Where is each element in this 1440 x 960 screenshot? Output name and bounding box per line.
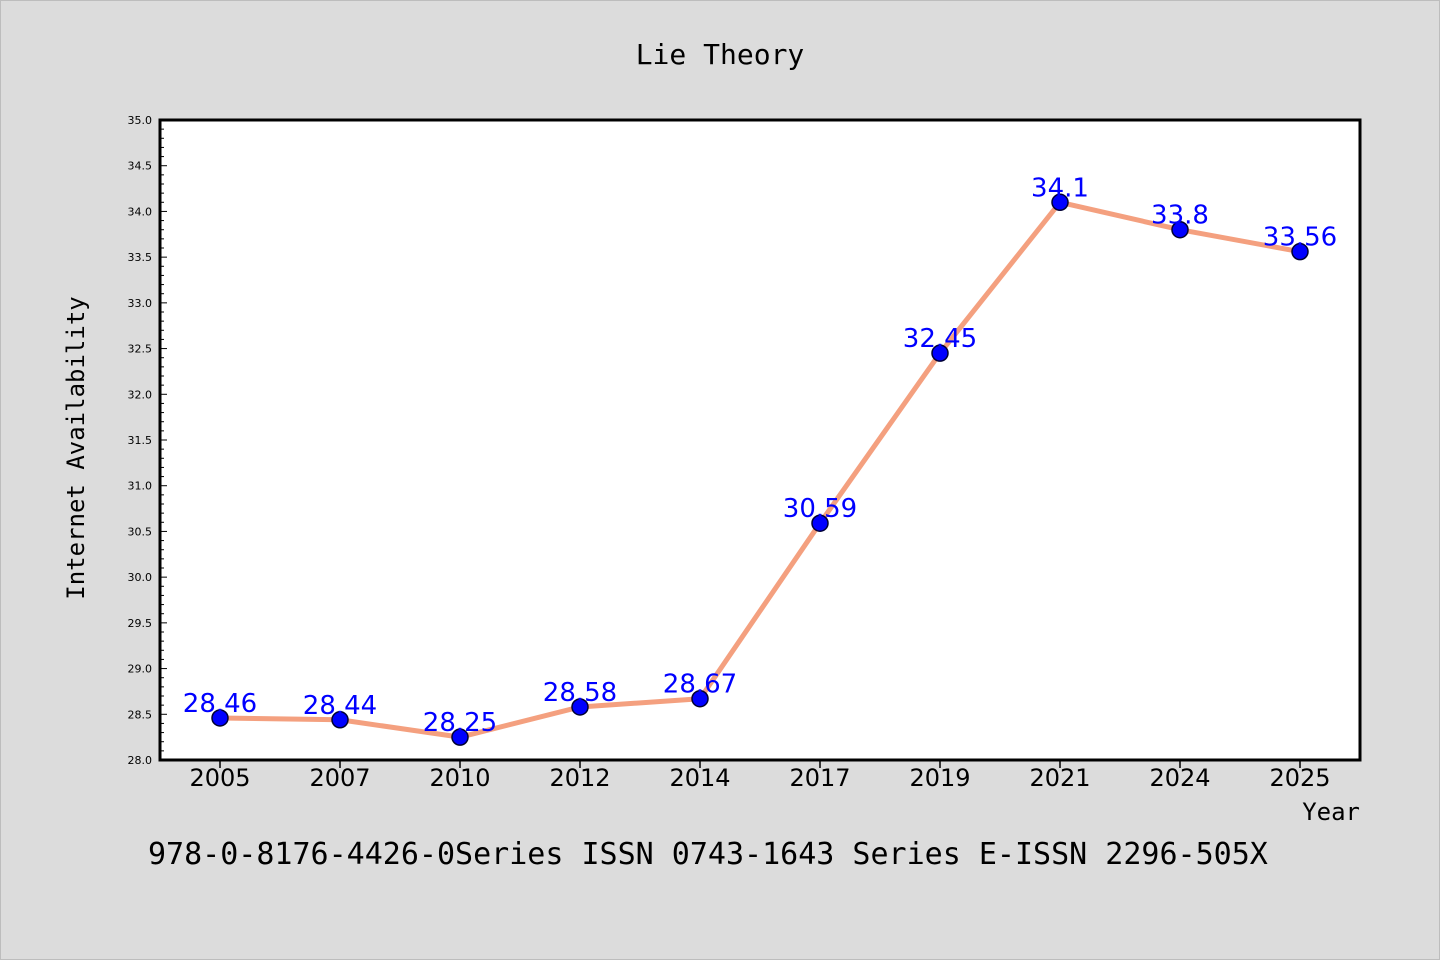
- x-tick-label: 2025: [1269, 764, 1330, 792]
- y-tick-label: 33.0: [128, 297, 153, 310]
- data-point: [931, 344, 949, 362]
- data-point: [211, 709, 229, 727]
- data-label: 30.59: [783, 494, 857, 524]
- data-label: 28.25: [423, 708, 497, 738]
- data-point: [331, 711, 349, 729]
- y-tick-label: 31.0: [128, 480, 153, 493]
- data-point: [811, 514, 829, 532]
- x-tick-label: 2019: [909, 764, 970, 792]
- series-line: [217, 199, 1303, 740]
- y-tick-label: 31.5: [128, 434, 153, 447]
- y-tick-label: 28.0: [128, 754, 153, 767]
- y-tick-label: 28.5: [128, 708, 153, 721]
- y-tick-label: 33.5: [128, 251, 153, 264]
- x-tick-label: 2005: [189, 764, 250, 792]
- data-label: 34.1: [1031, 173, 1089, 203]
- footer-text: 978-0-8176-4426-0Series ISSN 0743-1643 S…: [148, 837, 1268, 872]
- data-points: [211, 193, 1309, 746]
- data-label: 28.58: [543, 678, 617, 708]
- x-tick-label: 2014: [669, 764, 730, 792]
- data-label: 28.67: [663, 670, 737, 700]
- x-axis-label: Year: [1302, 798, 1360, 826]
- y-tick-label: 30.5: [128, 525, 153, 538]
- y-tick-label: 29.5: [128, 617, 153, 630]
- x-tick-label: 2012: [549, 764, 610, 792]
- y-tick-label: 32.0: [128, 388, 153, 401]
- x-tick-label: 2010: [429, 764, 490, 792]
- data-point: [1051, 193, 1069, 212]
- data-labels: 28.46 28.44 28.25 28.58 28.67 30.59 32.45 34.1 3…: [183, 173, 1337, 738]
- y-axis: 28.0 28.5 29.0 29.5 30.0 30.5 31.0 31.5 32.0 32.5…: [128, 114, 167, 767]
- x-tick-label: 2007: [309, 764, 370, 792]
- data-point: [1291, 242, 1309, 261]
- chart-title: Lie Theory: [636, 38, 805, 71]
- data-label: 33.56: [1263, 223, 1337, 253]
- x-axis: 2005 2007 2010 2012 2014 2017 2019 2021 2024 2025: [189, 760, 1331, 792]
- data-point: [691, 689, 709, 708]
- data-point: [1171, 220, 1189, 239]
- y-tick-label: 35.0: [128, 114, 153, 127]
- y-tick-label: 29.0: [128, 663, 153, 676]
- x-tick-label: 2024: [1149, 764, 1210, 792]
- data-point: [571, 698, 589, 716]
- y-tick-label: 34.0: [128, 205, 153, 218]
- data-label: 28.44: [303, 691, 377, 721]
- series-line-group: [217, 199, 1303, 740]
- data-label: 32.45: [903, 324, 977, 354]
- y-tick-label: 34.5: [128, 160, 153, 173]
- data-point: [451, 728, 469, 746]
- y-tick-label: 32.5: [128, 343, 153, 356]
- y-axis-label: Internet Availability: [62, 296, 90, 599]
- x-tick-label: 2017: [789, 764, 850, 792]
- y-tick-label: 30.0: [128, 571, 153, 584]
- x-tick-label: 2021: [1029, 764, 1090, 792]
- data-label: 28.46: [183, 689, 257, 719]
- data-label: 33.8: [1151, 201, 1209, 231]
